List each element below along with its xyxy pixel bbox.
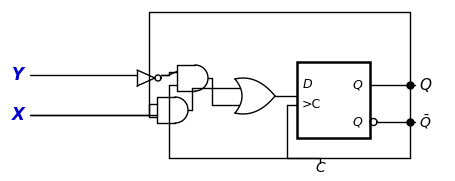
Text: Q: Q [352,79,362,92]
Text: C: C [315,161,325,175]
Text: >C: >C [302,98,321,111]
Text: Y: Y [12,66,24,84]
Text: Q: Q [419,77,431,92]
Bar [297,62,370,138]
Text: $\bar{Q}$: $\bar{Q}$ [419,113,431,131]
Text: X: X [11,106,25,124]
Text: Q: Q [352,115,362,129]
Text: D: D [303,79,313,92]
